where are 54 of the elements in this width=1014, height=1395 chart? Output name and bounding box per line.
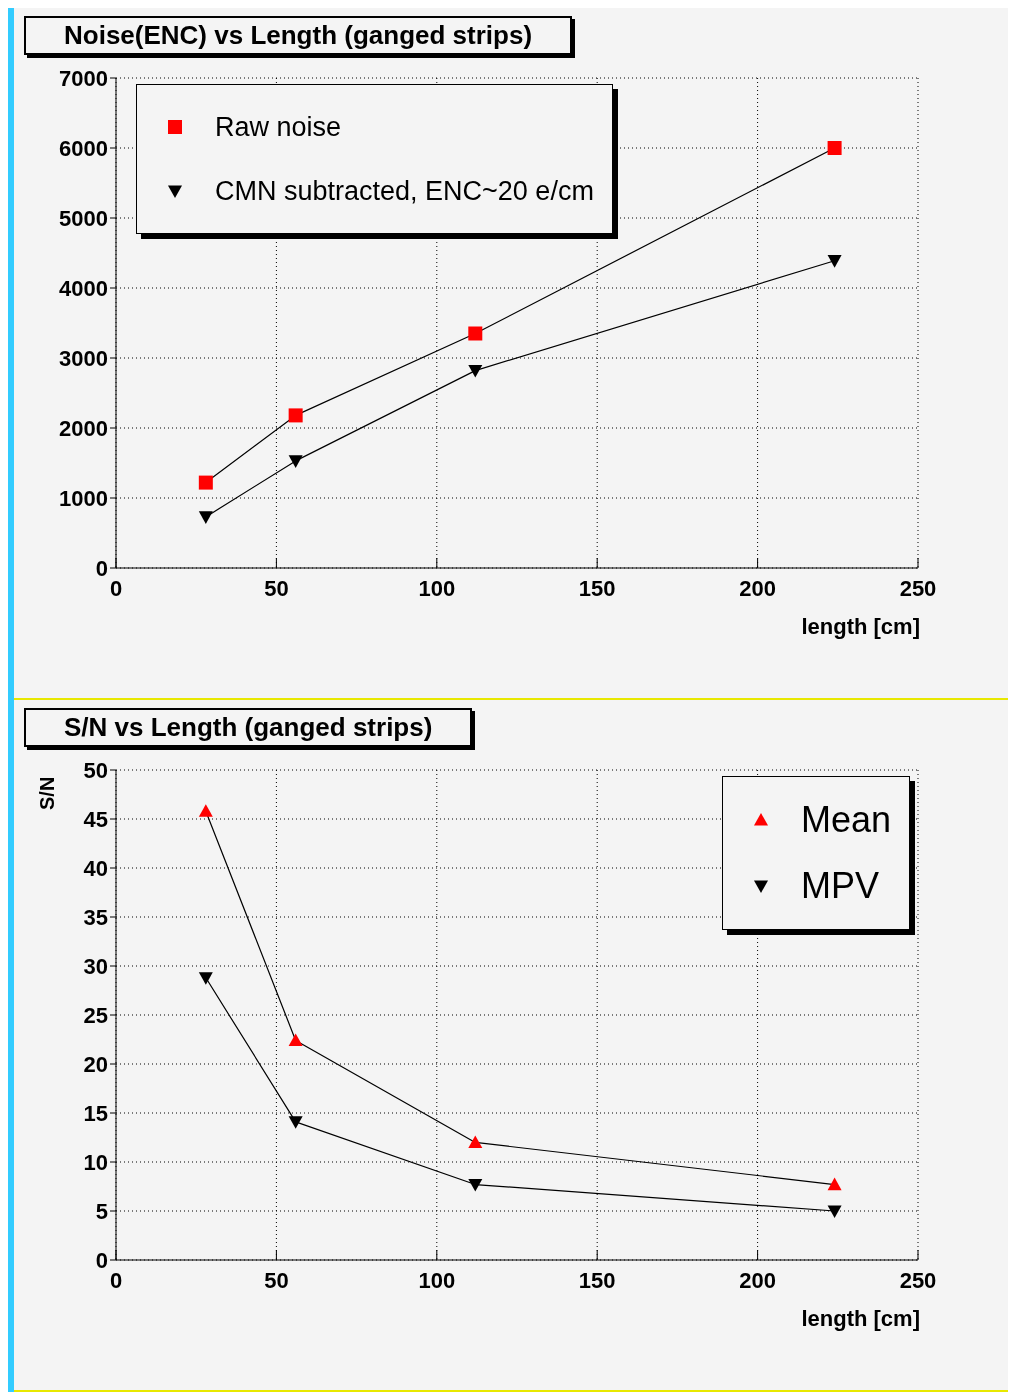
- x-tick-label: 100: [418, 575, 456, 601]
- legend-label: Mean: [800, 799, 891, 841]
- point: [198, 972, 213, 985]
- point: [198, 511, 213, 524]
- legend-label: CMN subtracted, ENC~20 e/cm: [215, 175, 594, 207]
- x-tick-label: 250: [899, 575, 937, 601]
- x-axis-title: length [cm]: [801, 1306, 920, 1332]
- point: [288, 455, 303, 468]
- x-tick-label: 100: [418, 1267, 456, 1293]
- y-tick-label: 10: [83, 1149, 108, 1175]
- legend-label: MPV: [800, 865, 879, 907]
- x-tick-label: 150: [578, 575, 616, 601]
- x-tick-label: 200: [739, 575, 776, 601]
- y-tick-label: 20: [83, 1051, 108, 1077]
- y-tick-label: 2000: [59, 415, 108, 441]
- point: [827, 141, 842, 155]
- point: [468, 1178, 483, 1192]
- point: [827, 1177, 842, 1191]
- y-tick-label: 15: [83, 1100, 108, 1126]
- point: [288, 1033, 303, 1047]
- y-tick-label: 40: [83, 855, 108, 881]
- point: [198, 475, 213, 490]
- point: [827, 255, 842, 268]
- point: [198, 804, 213, 817]
- x-tick-label: 50: [264, 575, 289, 601]
- point: [468, 365, 483, 378]
- x-axis-title: length [cm]: [801, 614, 920, 640]
- legend-label: Raw noise: [215, 111, 342, 143]
- point: [288, 1116, 303, 1129]
- y-tick-label: 3000: [59, 345, 108, 371]
- point: [468, 326, 483, 341]
- y-tick-label: 25: [83, 1002, 108, 1028]
- y-axis-title: S/N: [36, 776, 59, 810]
- point: [288, 408, 303, 423]
- y-tick-label: 45: [83, 806, 108, 832]
- y-tick-label: 30: [83, 953, 108, 979]
- y-tick-label: 4000: [59, 275, 108, 301]
- chart-title: S/N vs Length (ganged strips): [24, 708, 473, 747]
- y-tick-label: 7000: [59, 65, 108, 91]
- chart-title: Noise(ENC) vs Length (ganged strips): [24, 16, 573, 55]
- y-tick-label: 50: [83, 757, 108, 783]
- point: [827, 1205, 842, 1218]
- x-tick-label: 50: [264, 1267, 289, 1293]
- y-tick-label: 0: [95, 1247, 108, 1273]
- y-tick-label: 6000: [59, 135, 108, 161]
- y-tick-label: 5000: [59, 205, 108, 231]
- x-tick-label: 150: [578, 1267, 616, 1293]
- x-tick-label: 200: [739, 1267, 776, 1293]
- x-tick-label: 250: [899, 1267, 937, 1293]
- y-tick-label: 5: [95, 1198, 108, 1224]
- y-tick-label: 0: [95, 555, 108, 581]
- point: [468, 1135, 483, 1148]
- y-tick-label: 1000: [59, 485, 108, 511]
- y-tick-label: 35: [83, 904, 108, 930]
